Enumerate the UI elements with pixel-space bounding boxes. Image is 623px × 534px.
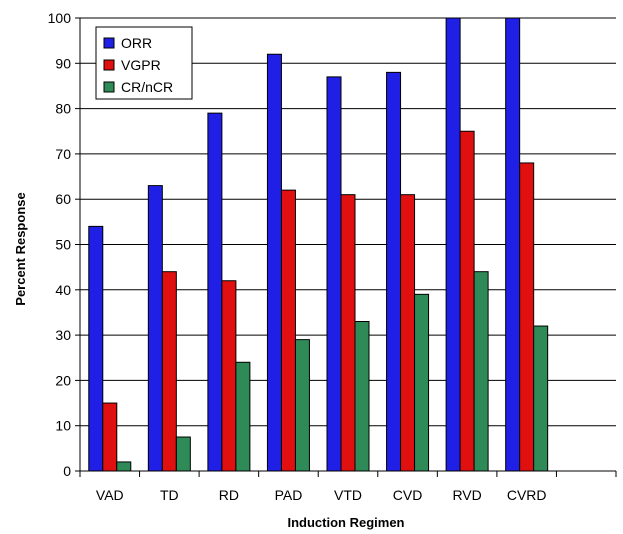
x-axis-title: Induction Regimen: [288, 515, 405, 530]
x-tick-label: VTD: [334, 487, 362, 503]
bars: [88, 17, 549, 472]
legend-swatch: [103, 59, 115, 71]
bar-cr-ncr-vad: [116, 461, 132, 472]
y-tick-label: 100: [48, 10, 72, 26]
legend-label: VGPR: [121, 57, 161, 73]
x-tick-labels: VAD TD RD PAD VTD CVD RVD CVRD: [79, 471, 617, 503]
y-tick-label: 60: [55, 191, 71, 207]
bar-orr-vad: [88, 225, 104, 472]
y-tick-label: 80: [55, 101, 71, 117]
y-tick-label: 70: [55, 146, 71, 162]
y-tick-labels: 0 10 20 30 40 50 60 70 80 90 100: [48, 10, 80, 479]
bar-orr-cvrd: [505, 17, 521, 472]
bar-vgpr-cvrd: [519, 162, 535, 472]
y-tick-label: 0: [63, 463, 71, 479]
bar-vgpr-td: [161, 271, 177, 472]
bar-orr-rvd: [445, 17, 461, 472]
legend: ORR VGPR CR/nCR: [95, 26, 193, 100]
bar-vgpr-vad: [102, 402, 118, 472]
bar-orr-pad: [266, 53, 282, 472]
bar-vgpr-rd: [221, 280, 237, 472]
x-tick-label: VAD: [96, 487, 124, 503]
bar-orr-rd: [207, 112, 223, 472]
x-tick-label: CVD: [393, 487, 423, 503]
bar-vgpr-vtd: [340, 194, 356, 472]
y-tick-label: 10: [55, 418, 71, 434]
bar-vgpr-cvd: [400, 194, 416, 472]
bar-orr-cvd: [386, 71, 402, 472]
bar-cr-ncr-rvd: [473, 271, 489, 472]
bar-vgpr-pad: [280, 189, 296, 472]
bar-cr-ncr-rd: [235, 361, 251, 472]
x-tick-label: CVRD: [507, 487, 547, 503]
legend-swatch: [103, 81, 115, 93]
x-tick-label: RD: [219, 487, 239, 503]
bar-cr-ncr-td: [175, 436, 191, 472]
y-tick-label: 40: [55, 282, 71, 298]
x-tick-label: TD: [160, 487, 179, 503]
y-tick-label: 30: [55, 327, 71, 343]
y-tick-label: 50: [55, 237, 71, 253]
bar-cr-ncr-cvd: [414, 293, 430, 472]
legend-swatch: [103, 37, 115, 49]
x-tick-label: RVD: [452, 487, 481, 503]
y-tick-label: 90: [55, 55, 71, 71]
bar-vgpr-rvd: [459, 130, 475, 472]
bar-cr-ncr-cvrd: [533, 325, 549, 472]
bar-orr-vtd: [326, 76, 342, 472]
x-tick-label: PAD: [275, 487, 303, 503]
legend-label: ORR: [121, 35, 152, 51]
y-axis-title: Percent Response: [13, 192, 28, 305]
bar-cr-ncr-vtd: [354, 321, 370, 472]
y-tick-label: 20: [55, 372, 71, 388]
bar-cr-ncr-pad: [294, 339, 310, 472]
bar-orr-td: [147, 185, 163, 472]
legend-label: CR/nCR: [121, 79, 173, 95]
